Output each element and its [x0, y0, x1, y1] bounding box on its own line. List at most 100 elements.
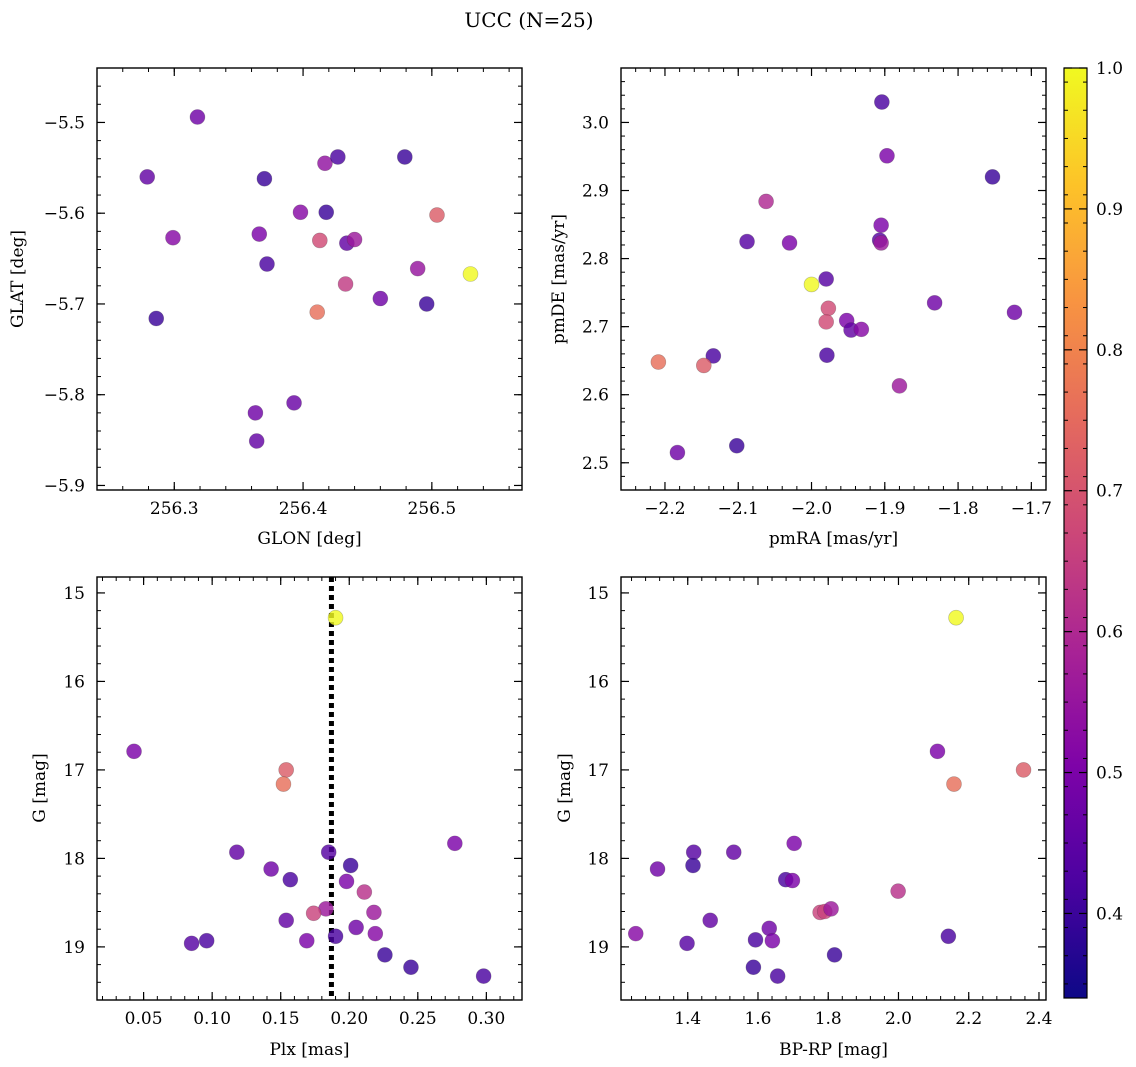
scatter-point [725, 844, 742, 861]
scatter-point [685, 857, 701, 874]
panel-glon-glat-ytick-label: −5.5 [44, 113, 85, 133]
panel-bprp-g-ytick-label: 18 [587, 849, 609, 869]
scatter-point [298, 932, 315, 949]
scatter-point [278, 762, 294, 778]
scatter-point [429, 207, 445, 223]
scatter-point [367, 925, 384, 942]
scatter-point [183, 935, 200, 952]
panel-plx-g-ytick-label: 18 [63, 849, 85, 869]
scatter-point [292, 204, 309, 221]
panel-pm-xtick-label: −1.8 [937, 499, 978, 519]
panel-glon-glat-ytick-label: −5.9 [44, 476, 85, 496]
scatter-point [330, 149, 346, 165]
panel-bprp-g-ytick-label: 19 [587, 938, 609, 958]
panel-pm-ytick-label: 2.7 [582, 318, 609, 338]
panel-plx-g-xtick-label: 0.10 [193, 1009, 231, 1029]
panel-glon-glat: 256.3 256.4 256.5 −5.5 −5.6 −5.7 −5.8 −5.9 GLON… [8, 67, 523, 549]
scatter-point [1006, 304, 1023, 321]
panel-plx-g-ytick-label: 17 [63, 761, 85, 781]
scatter-point [286, 395, 302, 411]
panel-plx-g-ylabel: G [mag] [30, 753, 50, 822]
scatter-point [126, 743, 142, 760]
scatter-point [890, 883, 906, 899]
scatter-point [327, 609, 344, 626]
panel-pm-ytick-label: 2.5 [582, 454, 609, 474]
scatter-point [263, 861, 279, 877]
scatter-point [189, 109, 206, 125]
scatter-point [409, 260, 426, 277]
colorbar-tick-label: 1.0 [1096, 59, 1123, 79]
scatter-point [346, 231, 363, 248]
panel-glon-glat-xtick-label: 256.4 [279, 499, 328, 519]
scatter-point [278, 912, 294, 929]
scatter-point [696, 357, 712, 374]
panel-plx-g-ytick-label: 15 [63, 584, 85, 604]
scatter-point [820, 300, 837, 317]
scatter-point [929, 743, 946, 760]
colorbar-tick-label: 0.5 [1096, 764, 1123, 784]
scatter-point [669, 444, 686, 461]
scatter-point [823, 901, 839, 917]
scatter-point [853, 321, 870, 338]
panel-bprp-g-xtick-label: 1.4 [674, 1009, 701, 1029]
scatter-point [251, 226, 268, 242]
scatter-point [320, 844, 337, 861]
scatter-point [946, 776, 962, 792]
panel-bprp-g-xtick-label: 1.8 [815, 1009, 842, 1029]
panel-plx-g-xtick-label: 0.30 [467, 1009, 505, 1029]
scatter-point [342, 857, 359, 874]
panel-plx-g-xtick-label: 0.25 [399, 1009, 437, 1029]
panel-bprp-g-xtick-label: 2.2 [955, 1009, 982, 1029]
panel-plx-g-xtick-label: 0.15 [262, 1009, 300, 1029]
panel-plx-g-xtick-label: 0.05 [125, 1009, 163, 1029]
panel-plx-g-frame [96, 576, 523, 1001]
scatter-point [873, 235, 889, 251]
scatter-point [879, 148, 895, 164]
scatter-point [256, 170, 273, 187]
scatter-point [728, 437, 745, 454]
scatter-point [403, 959, 419, 976]
scatter-point [705, 348, 722, 364]
panel-pm-xtick-label: −1.7 [1011, 499, 1052, 519]
scatter-point [984, 169, 1001, 185]
scatter-point [397, 149, 413, 165]
panel-pm: −2.2 −2.1 −2.0 −1.9 −1.8 −1.7 2.5 2.6 2.7 2.8 2.9 3… [549, 67, 1052, 549]
scatter-point [786, 835, 802, 852]
panel-pm-xtick-label: −2.1 [718, 499, 759, 519]
panel-pm-ytick-label: 2.8 [582, 250, 609, 270]
scatter-point [803, 276, 820, 293]
scatter-point [366, 904, 382, 921]
scatter-point [198, 932, 215, 949]
scatter-point [649, 861, 666, 877]
panel-pm-ytick-label: 2.9 [582, 182, 609, 202]
panel-glon-glat-xtick-label: 256.3 [150, 499, 199, 519]
panel-plx-g-xlabel: Plx [mas] [269, 1040, 349, 1060]
panel-pm-xlabel: pmRA [mas/yr] [769, 529, 898, 549]
panel-glon-glat-ytick-label: −5.7 [44, 295, 85, 315]
panel-bprp-g: 1.4 1.6 1.8 2.0 2.2 2.4 15 16 17 18 19 BP-RP [mag]… [555, 576, 1052, 1060]
scatter-point [747, 932, 764, 948]
scatter-point [784, 872, 801, 889]
scatter-point [356, 884, 373, 900]
scatter-point [338, 873, 355, 890]
panel-plx-g-ytick-label: 16 [63, 672, 85, 692]
scatter-point [305, 905, 322, 922]
scatter-point [891, 378, 908, 394]
scatter-point [312, 232, 328, 249]
panel-pm-ytick-label: 3.0 [582, 113, 609, 133]
scatter-point [462, 266, 479, 282]
panel-bprp-g-ytick-label: 17 [587, 761, 609, 781]
scatter-point [275, 776, 292, 792]
colorbar-tick-label: 0.4 [1096, 904, 1123, 924]
panel-glon-glat-ylabel: GLAT [deg] [8, 230, 28, 328]
scatter-point [818, 314, 834, 330]
scatter-point [818, 271, 834, 287]
scatter-point [873, 217, 889, 234]
scatter-point [948, 609, 964, 626]
panel-bprp-g-xtick-label: 2.4 [1025, 1009, 1052, 1029]
scatter-point [819, 347, 835, 364]
panel-pm-ytick-label: 2.6 [582, 386, 609, 406]
scatter-point [769, 968, 786, 984]
scatter-point [148, 310, 165, 327]
